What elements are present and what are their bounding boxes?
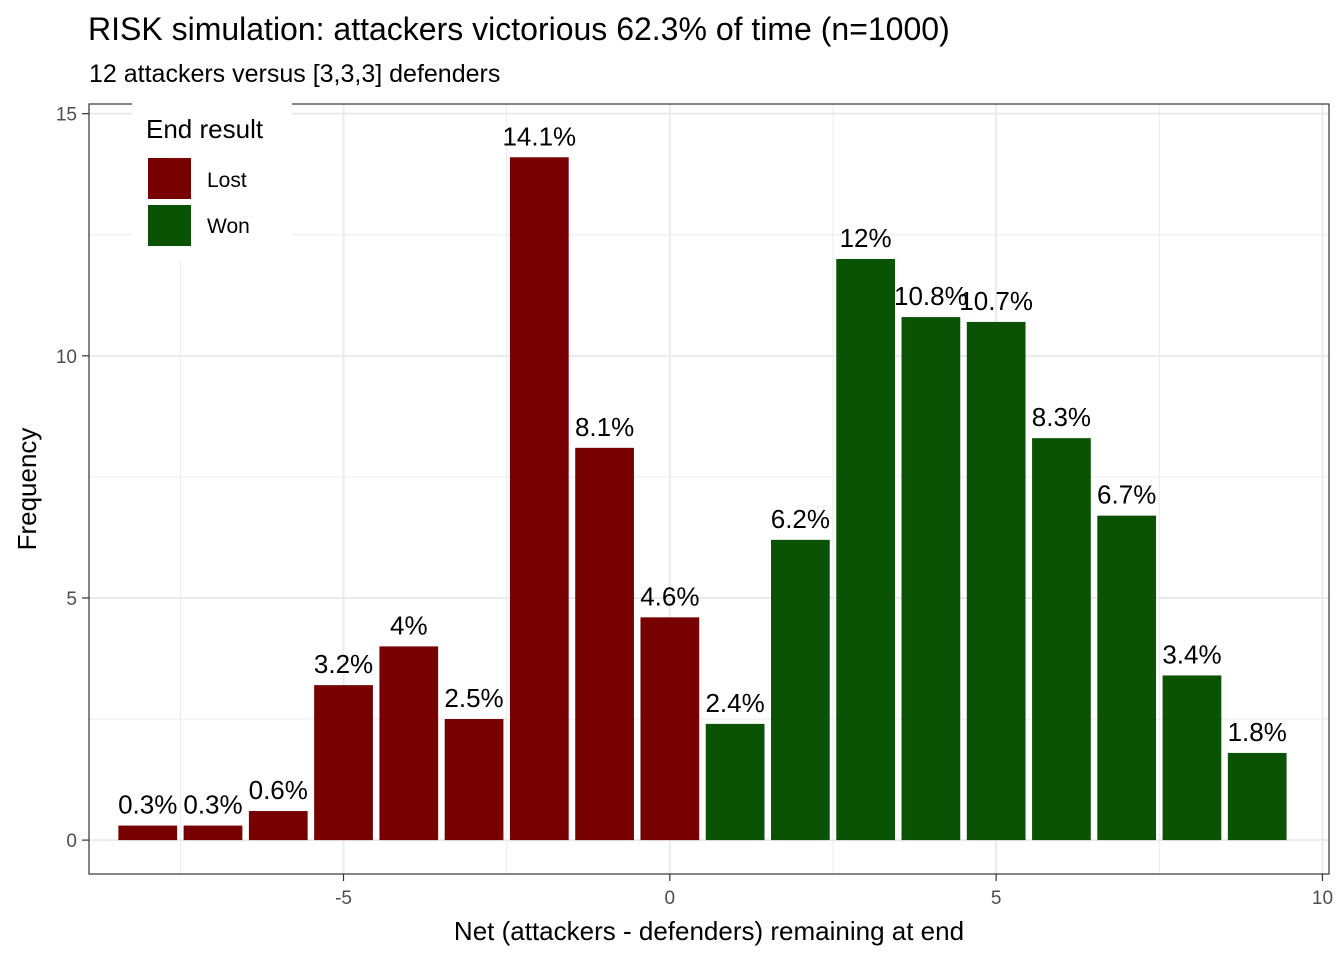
bar-won [836, 258, 895, 841]
x-tick-label: 0 [665, 888, 676, 909]
bar-label: 8.3% [1032, 402, 1091, 432]
bar-won [1032, 438, 1091, 841]
panel-border [88, 103, 1330, 875]
bar-labels: 0.3% 0.3% 0.6%3.2%4%2.5%14.1%8.1%4.6%2.4%6… [118, 121, 1287, 819]
bar-lost [183, 825, 243, 841]
bar-won [1227, 752, 1287, 841]
bar-label: 3.4% [1162, 639, 1221, 669]
bar-label: 0.3% [183, 790, 242, 820]
y-tick-label: 0 [66, 831, 77, 852]
legend-label-won: Won [207, 215, 250, 238]
chart-title: RISK simulation: attackers victorious 62… [88, 11, 950, 47]
bar-lost [509, 157, 569, 841]
bar-lost [444, 719, 504, 841]
y-tick-label: 10 [56, 347, 77, 368]
plot-panel: 0.3% 0.3% 0.6%3.2%4%2.5%14.1%8.1%4.6%2.4%6… [88, 103, 1330, 875]
bars [118, 157, 1287, 841]
bar-lost [314, 685, 373, 841]
x-tick-label: 5 [991, 888, 1002, 909]
x-tick-label: 10 [1312, 888, 1333, 909]
legend-title: End result [146, 114, 264, 144]
y-axis: 0 5 10 15 [56, 105, 89, 852]
y-axis-title: Frequency [12, 428, 42, 551]
bar-won [901, 317, 961, 841]
bar-label: 4.6% [640, 581, 699, 611]
y-tick-label: 5 [66, 589, 77, 610]
legend-key-won [148, 205, 191, 246]
bar-won [705, 723, 765, 841]
legend-label-lost: Lost [207, 169, 247, 192]
bar-won [1097, 515, 1157, 841]
bar-lost [575, 447, 634, 841]
bar-label: 1.8% [1228, 717, 1287, 747]
x-axis-title: Net (attackers - defenders) remaining at… [454, 916, 964, 946]
bar-lost [118, 825, 178, 841]
bar-label: 6.2% [771, 504, 830, 534]
bar-lost [379, 646, 439, 841]
bar-label: 10.8% [894, 281, 968, 311]
bar-label: 2.5% [444, 683, 503, 713]
bar-label: 10.7% [959, 286, 1033, 316]
bar-label: 14.1% [502, 121, 576, 151]
bar-label: 3.2% [314, 649, 373, 679]
bar-label: 6.7% [1097, 480, 1156, 510]
y-tick-label: 15 [56, 105, 77, 126]
legend-key-lost [148, 158, 191, 199]
bar-label: 0.3% [118, 790, 177, 820]
bar-label: 12% [840, 223, 892, 253]
bar-label: 0.6% [249, 775, 308, 805]
bar-lost [248, 811, 308, 841]
bar-label: 4% [390, 610, 428, 640]
chart-subtitle: 12 attackers versus [3,3,3] defenders [89, 60, 500, 88]
bar-won [771, 539, 830, 841]
bar-won [1162, 675, 1222, 841]
bar-won [966, 321, 1026, 841]
legend: End result Lost Won [132, 102, 292, 260]
bar-lost [640, 617, 700, 841]
bar-label: 8.1% [575, 412, 634, 442]
x-axis: -5 0 5 10 [335, 874, 1333, 909]
x-tick-label: -5 [335, 888, 352, 909]
bar-label: 2.4% [705, 688, 764, 718]
